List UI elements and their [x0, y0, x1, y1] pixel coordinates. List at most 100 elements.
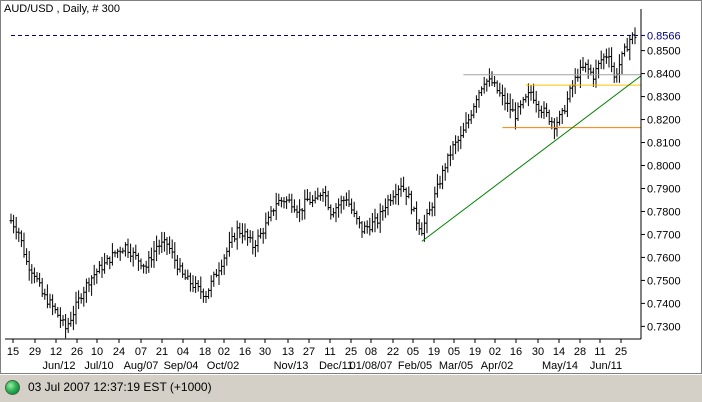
price-bar — [495, 80, 499, 94]
price-bar — [508, 93, 512, 119]
price-bar — [448, 145, 452, 167]
price-bar — [162, 232, 166, 252]
price-bar — [389, 193, 393, 207]
price-bar — [139, 258, 143, 270]
price-bar — [142, 263, 146, 274]
price-bar — [363, 221, 367, 234]
y-axis: 0.8500 0.8400 0.8300 0.8200 0.8100 0.8000 0.79… — [640, 9, 681, 339]
price-bar — [227, 231, 231, 257]
price-bar — [630, 32, 634, 45]
price-chart[interactable]: AUD/USD , Daily, # 300 0.8500 0.8400 0.830… — [1, 1, 701, 373]
price-bar — [35, 271, 39, 283]
x-day-label: 14 — [553, 346, 565, 358]
price-bar — [428, 201, 432, 216]
price-bar — [295, 205, 299, 219]
price-bar — [464, 112, 468, 133]
price-bar — [407, 186, 411, 199]
x-day-label: 21 — [156, 346, 168, 358]
price-bar — [539, 105, 543, 119]
price-bar — [560, 108, 564, 125]
status-timestamp: 03 Jul 2007 12:37:19 EST (+1000) — [28, 380, 212, 394]
price-bar — [376, 213, 380, 229]
price-bar — [92, 264, 96, 286]
price-bar — [77, 290, 81, 310]
price-bar — [90, 275, 94, 296]
price-bar — [516, 102, 520, 122]
price-bar — [446, 153, 450, 173]
price-bar — [435, 174, 439, 198]
price-bar — [233, 232, 237, 243]
price-bar — [204, 290, 208, 304]
price-bar — [103, 253, 107, 274]
y-tick-label: 0.8400 — [647, 69, 681, 81]
price-bar — [381, 205, 385, 221]
price-bar — [147, 251, 151, 273]
price-bar — [441, 165, 445, 190]
price-bar — [251, 230, 255, 255]
price-bar — [287, 193, 291, 203]
price-bar — [451, 140, 455, 160]
price-bar — [490, 71, 494, 86]
price-bar — [326, 190, 330, 211]
price-bar — [552, 118, 556, 140]
price-bar — [279, 197, 283, 208]
x-day-label: 02 — [218, 346, 230, 358]
price-bar — [19, 230, 23, 248]
price-bar — [513, 102, 517, 130]
price-bar — [82, 286, 86, 307]
price-bar — [79, 293, 83, 304]
price-bar — [272, 208, 276, 217]
price-bar — [25, 248, 29, 265]
price-bar — [175, 255, 179, 276]
price-bar — [58, 307, 62, 329]
price-bar — [308, 191, 312, 205]
x-month-label: Nov/13 — [274, 360, 309, 372]
price-bar — [269, 205, 273, 222]
x-day-label: 18 — [199, 346, 211, 358]
price-bar — [209, 275, 213, 298]
price-bar — [607, 47, 611, 68]
y-tick-label: 0.7400 — [647, 298, 681, 310]
x-day-label: 30 — [259, 346, 271, 358]
price-bar — [188, 272, 192, 292]
price-bar — [589, 64, 593, 76]
price-bar — [357, 216, 361, 229]
price-bar — [144, 260, 148, 274]
price-bar — [40, 277, 44, 298]
price-bar — [417, 219, 421, 235]
price-bar — [347, 190, 351, 207]
price-bar — [581, 56, 585, 71]
x-day-label: 24 — [113, 346, 125, 358]
x-day-label: 13 — [282, 346, 294, 358]
price-bar — [500, 84, 504, 106]
price-bar — [625, 37, 629, 52]
price-bar — [578, 59, 582, 89]
price-bar — [303, 189, 307, 220]
price-bar — [290, 193, 294, 213]
price-bar — [459, 126, 463, 150]
x-month-label: Oct/02 — [207, 360, 239, 372]
price-bar — [529, 85, 533, 101]
price-bar — [438, 175, 442, 189]
overlay-lines — [11, 34, 642, 242]
price-bar — [178, 258, 182, 273]
price-bar — [396, 185, 400, 206]
price-bar — [485, 78, 489, 92]
price-bar — [511, 98, 515, 112]
price-bar — [108, 256, 112, 270]
price-bar — [493, 76, 497, 87]
price-bar — [571, 80, 575, 98]
price-bar — [454, 135, 458, 155]
price-bar — [186, 269, 190, 281]
x-axis: 15 29 12 26 10 24 07 21 04 18 02 16 30 13 27 11 25 08 22 05… — [5, 338, 641, 372]
status-bar: 03 Jul 2007 12:37:19 EST (+1000) — [0, 374, 702, 402]
price-bar — [316, 187, 320, 201]
price-bar — [615, 67, 619, 83]
price-bar — [220, 259, 224, 276]
price-bar — [194, 276, 198, 293]
price-bar — [14, 216, 18, 240]
price-bar — [136, 252, 140, 271]
price-bar — [66, 317, 70, 333]
price-bar — [160, 231, 164, 253]
price-bar — [620, 51, 624, 75]
